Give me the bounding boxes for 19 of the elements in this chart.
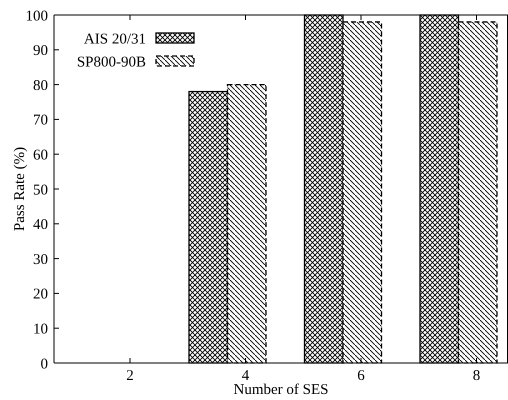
x-tick-label: 8 <box>472 368 480 384</box>
y-tick-label: 30 <box>33 252 48 268</box>
y-tick-label: 90 <box>33 43 48 60</box>
legend-label: SP800-90B <box>76 54 146 70</box>
y-tick-label: 80 <box>33 78 48 94</box>
x-tick-label: 2 <box>126 368 134 384</box>
y-tick-label: 50 <box>33 182 48 198</box>
y-tick-label: 70 <box>33 112 48 129</box>
y-tick-label: 10 <box>33 321 48 338</box>
y-tick-label: 20 <box>33 286 48 303</box>
y-tick-label: 40 <box>33 217 48 234</box>
legend-label: AIS 20/31 <box>84 31 146 48</box>
x-tick-label: 4 <box>242 368 250 384</box>
y-tick-label: 60 <box>33 147 48 164</box>
y-tick-label: 0 <box>40 356 48 372</box>
x-tick-label: 6 <box>357 368 366 384</box>
y-axis-title: Pass Rate (%) <box>12 146 28 232</box>
y-tick-label: 100 <box>26 8 48 24</box>
x-axis-title: Number of SES <box>234 382 328 398</box>
